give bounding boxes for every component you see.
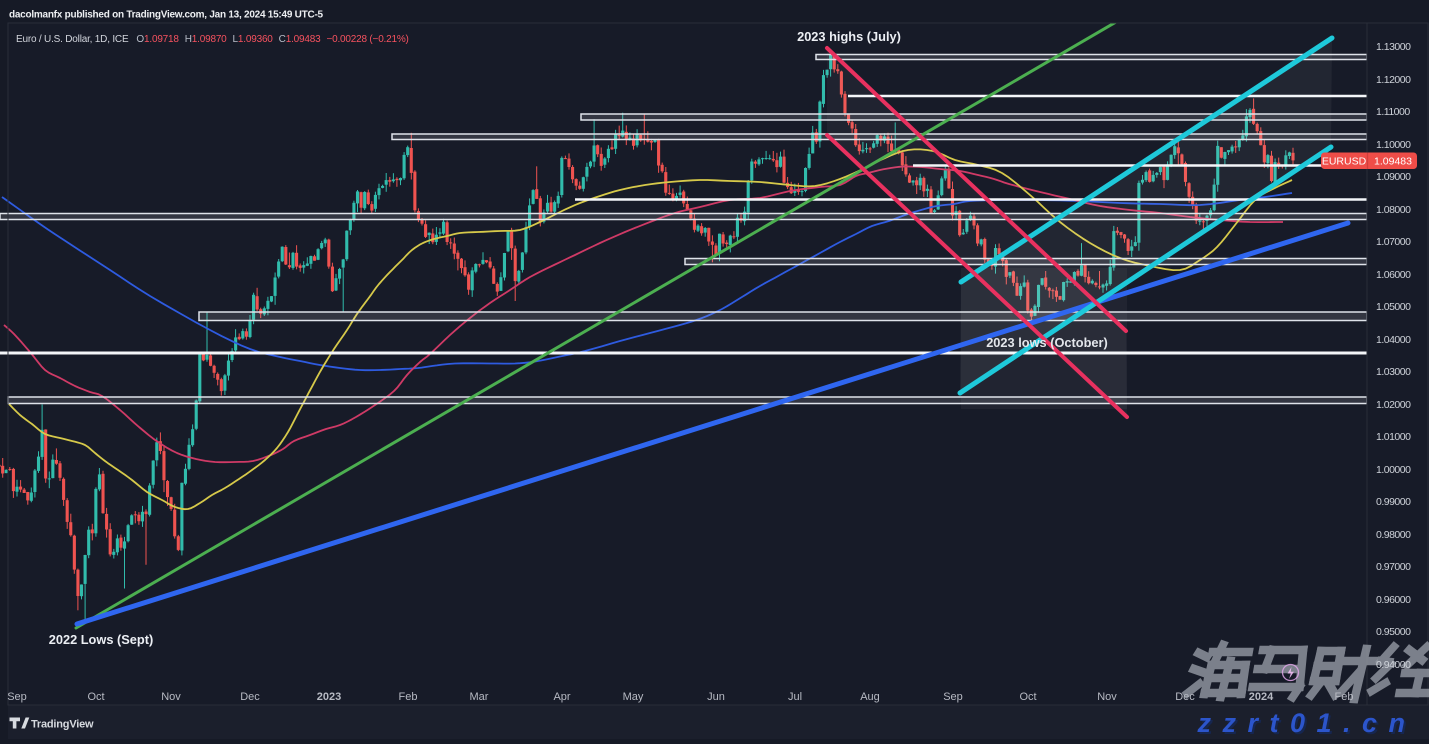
svg-text:1.08000: 1.08000	[1376, 204, 1411, 216]
svg-text:2022 Lows (Sept): 2022 Lows (Sept)	[49, 632, 154, 647]
svg-text:Nov: Nov	[1097, 691, 1117, 703]
svg-text:0.96000: 0.96000	[1376, 594, 1411, 606]
svg-text:Dec: Dec	[240, 691, 260, 703]
svg-text:1.10000: 1.10000	[1376, 139, 1411, 151]
svg-text:1.02000: 1.02000	[1376, 399, 1411, 411]
svg-text:Oct: Oct	[1019, 691, 1036, 703]
svg-text:Sep: Sep	[7, 691, 27, 703]
svg-text:Mar: Mar	[470, 691, 489, 703]
svg-text:2024: 2024	[1249, 691, 1274, 703]
svg-text:May: May	[623, 691, 644, 703]
svg-text:Nov: Nov	[161, 691, 181, 703]
svg-text:1.13000: 1.13000	[1376, 41, 1411, 53]
svg-text:1.07000: 1.07000	[1376, 236, 1411, 248]
svg-text:Jun: Jun	[707, 691, 725, 703]
svg-text:zzrt01.cn: zzrt01.cn	[1196, 708, 1416, 738]
svg-text:1.00000: 1.00000	[1376, 464, 1411, 476]
svg-text:0.98000: 0.98000	[1376, 529, 1411, 541]
svg-text:Dec: Dec	[1175, 691, 1195, 703]
svg-text:1.09000: 1.09000	[1376, 171, 1411, 183]
svg-text:1.06000: 1.06000	[1376, 269, 1411, 281]
svg-text:Jul: Jul	[788, 691, 802, 703]
svg-text:1.09483: 1.09483	[1374, 156, 1412, 168]
svg-text:TradingView: TradingView	[31, 719, 94, 731]
svg-text:Sep: Sep	[943, 691, 963, 703]
svg-text:zzrt01.cn: zzrt01.cn	[1198, 710, 1418, 739]
svg-text:dacolmanfx published on Tradin: dacolmanfx published on TradingView.com,…	[9, 10, 324, 21]
svg-text:EURUSD: EURUSD	[1322, 156, 1367, 168]
svg-text:1.01000: 1.01000	[1376, 431, 1411, 443]
svg-text:0.95000: 0.95000	[1376, 626, 1411, 638]
svg-text:2023 lows (October): 2023 lows (October)	[986, 335, 1108, 350]
svg-text:Aug: Aug	[860, 691, 880, 703]
svg-text:Feb: Feb	[399, 691, 418, 703]
svg-text:1.11000: 1.11000	[1376, 106, 1410, 118]
svg-text:1.12000: 1.12000	[1376, 74, 1411, 86]
svg-text:Oct: Oct	[87, 691, 104, 703]
svg-text:2023 highs (July): 2023 highs (July)	[797, 29, 901, 44]
svg-text:Apr: Apr	[553, 691, 570, 703]
svg-text:0.99000: 0.99000	[1376, 496, 1411, 508]
svg-text:0.94000: 0.94000	[1376, 659, 1411, 671]
svg-text:Feb: Feb	[1335, 691, 1354, 703]
svg-text:1.05000: 1.05000	[1376, 301, 1411, 313]
svg-text:0.97000: 0.97000	[1376, 561, 1411, 573]
svg-text:1.03000: 1.03000	[1376, 366, 1411, 378]
svg-text:1.04000: 1.04000	[1376, 334, 1411, 346]
svg-text:2023: 2023	[317, 691, 341, 703]
